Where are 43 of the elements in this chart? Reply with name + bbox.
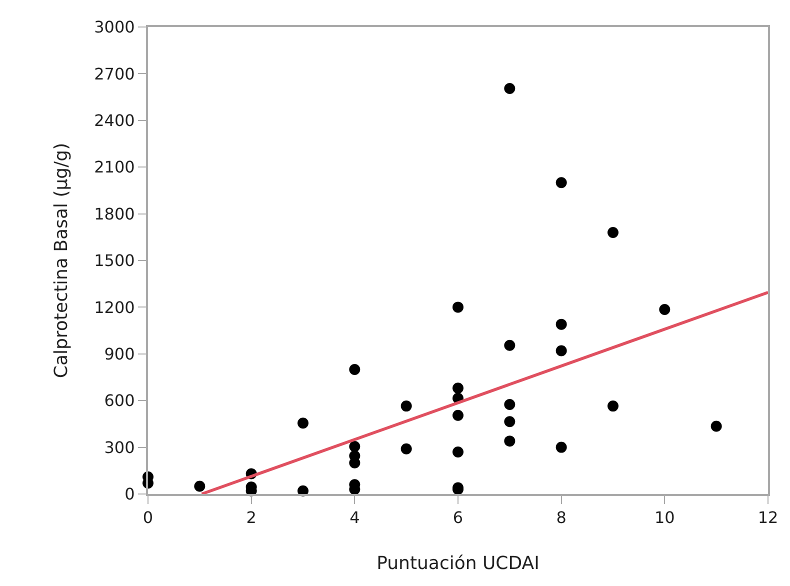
point — [349, 364, 360, 375]
x-tick-label: 8 — [556, 508, 566, 528]
x-tick-label: 0 — [142, 508, 154, 528]
point — [556, 318, 567, 330]
point — [556, 177, 567, 188]
y-axis-title: Calprotectina Basal (µg/g) — [50, 142, 72, 378]
y-tick-label: 1800 — [94, 204, 135, 224]
point — [608, 226, 618, 238]
y-tick-label: 1200 — [94, 298, 135, 317]
y-tick-label: 3000 — [94, 18, 135, 37]
point — [504, 82, 516, 94]
point — [452, 302, 464, 313]
x-axis-title: Puntuación UCDAI — [376, 552, 540, 574]
y-tick-label: 900 — [104, 344, 135, 364]
point — [710, 420, 722, 432]
point — [400, 400, 412, 412]
point — [504, 416, 516, 428]
y-tick-label: 2700 — [94, 64, 135, 84]
point — [452, 446, 464, 458]
y-tick-label: 1500 — [94, 251, 135, 270]
x-tick-label: 4 — [350, 508, 360, 528]
point — [194, 480, 206, 492]
point — [452, 410, 464, 421]
y-tick-label: 0 — [124, 484, 135, 504]
y-tick-label: 300 — [104, 438, 135, 457]
x-tick-label: 10 — [654, 508, 675, 528]
y-tick-label: 600 — [104, 391, 135, 410]
point — [452, 382, 464, 394]
point — [504, 436, 516, 447]
x-tick-label: 6 — [452, 508, 464, 528]
point — [298, 418, 308, 429]
x-tick-label: 12 — [758, 508, 778, 528]
x-tick-label: 2 — [246, 508, 256, 528]
point — [349, 441, 360, 452]
y-tick-label: 2400 — [94, 111, 135, 130]
point — [400, 443, 412, 454]
point — [556, 345, 567, 356]
point — [556, 442, 567, 453]
point — [504, 340, 516, 351]
point — [659, 304, 670, 316]
point — [608, 400, 618, 412]
y-tick-label: 2100 — [94, 158, 135, 177]
point — [504, 398, 516, 410]
